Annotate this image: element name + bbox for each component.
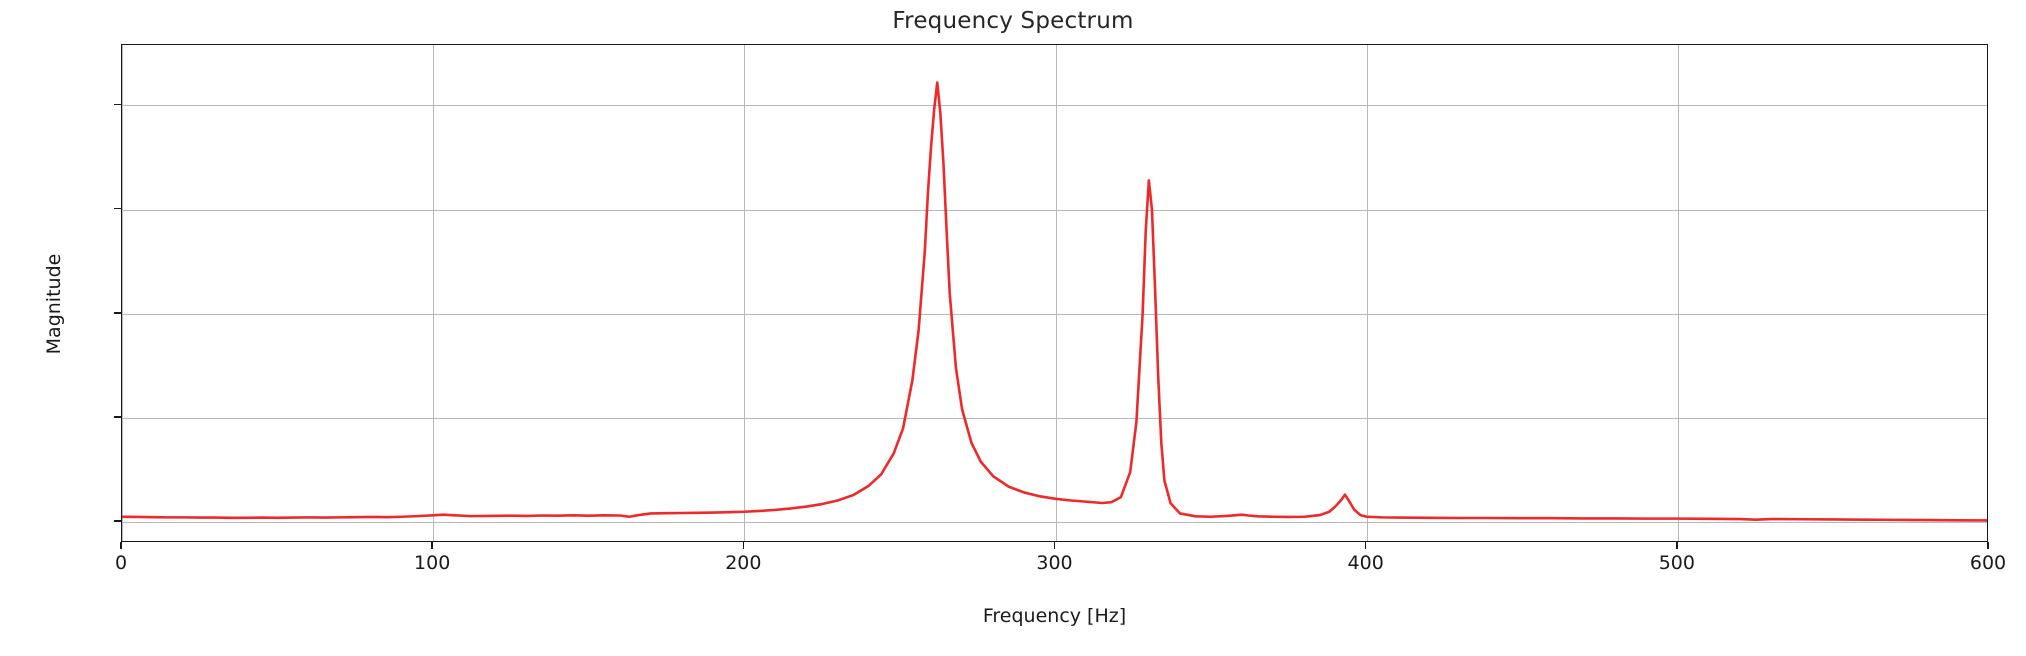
x-tick-mark bbox=[120, 542, 122, 549]
gridline-horizontal bbox=[122, 417, 1987, 419]
x-tick-label: 500 bbox=[1658, 552, 1695, 574]
gridline-vertical bbox=[744, 45, 746, 541]
gridline-horizontal bbox=[122, 105, 1987, 107]
x-tick-label: 100 bbox=[414, 552, 451, 574]
gridline-horizontal bbox=[122, 522, 1987, 524]
gridline-vertical bbox=[433, 45, 435, 541]
spectrum-line-series bbox=[122, 81, 1987, 522]
x-tick-mark bbox=[1053, 542, 1056, 549]
y-tick-mark bbox=[114, 207, 121, 210]
x-tick-label: 400 bbox=[1347, 552, 1384, 574]
gridline-vertical bbox=[122, 45, 123, 541]
x-tick-mark bbox=[431, 542, 433, 549]
y-tick-mark bbox=[114, 311, 121, 314]
x-tick-label: 600 bbox=[1969, 552, 2007, 574]
spectrum-polyline bbox=[122, 81, 1987, 522]
x-tick-mark bbox=[742, 542, 745, 549]
gridline-horizontal bbox=[122, 313, 1987, 315]
x-axis-label: Frequency [Hz] bbox=[982, 605, 1127, 627]
plot-area bbox=[121, 44, 1988, 542]
x-tick-mark bbox=[1987, 542, 1989, 549]
y-tick-mark bbox=[114, 416, 121, 418]
x-tick-label: 300 bbox=[1036, 552, 1073, 574]
gridline-vertical bbox=[1677, 45, 1679, 541]
y-tick-mark bbox=[114, 103, 121, 106]
x-tick-label: 0 bbox=[114, 552, 128, 574]
gridline-vertical bbox=[1366, 45, 1368, 541]
gridline-horizontal bbox=[122, 209, 1987, 211]
gridline-vertical bbox=[1055, 45, 1057, 541]
x-tick-label: 200 bbox=[725, 552, 762, 574]
x-tick-mark bbox=[1676, 542, 1678, 549]
x-tick-mark bbox=[1364, 542, 1367, 549]
chart-title: Frequency Spectrum bbox=[892, 8, 1134, 34]
y-tick-mark bbox=[114, 520, 121, 522]
y-axis-label: Magnitude bbox=[43, 253, 65, 355]
